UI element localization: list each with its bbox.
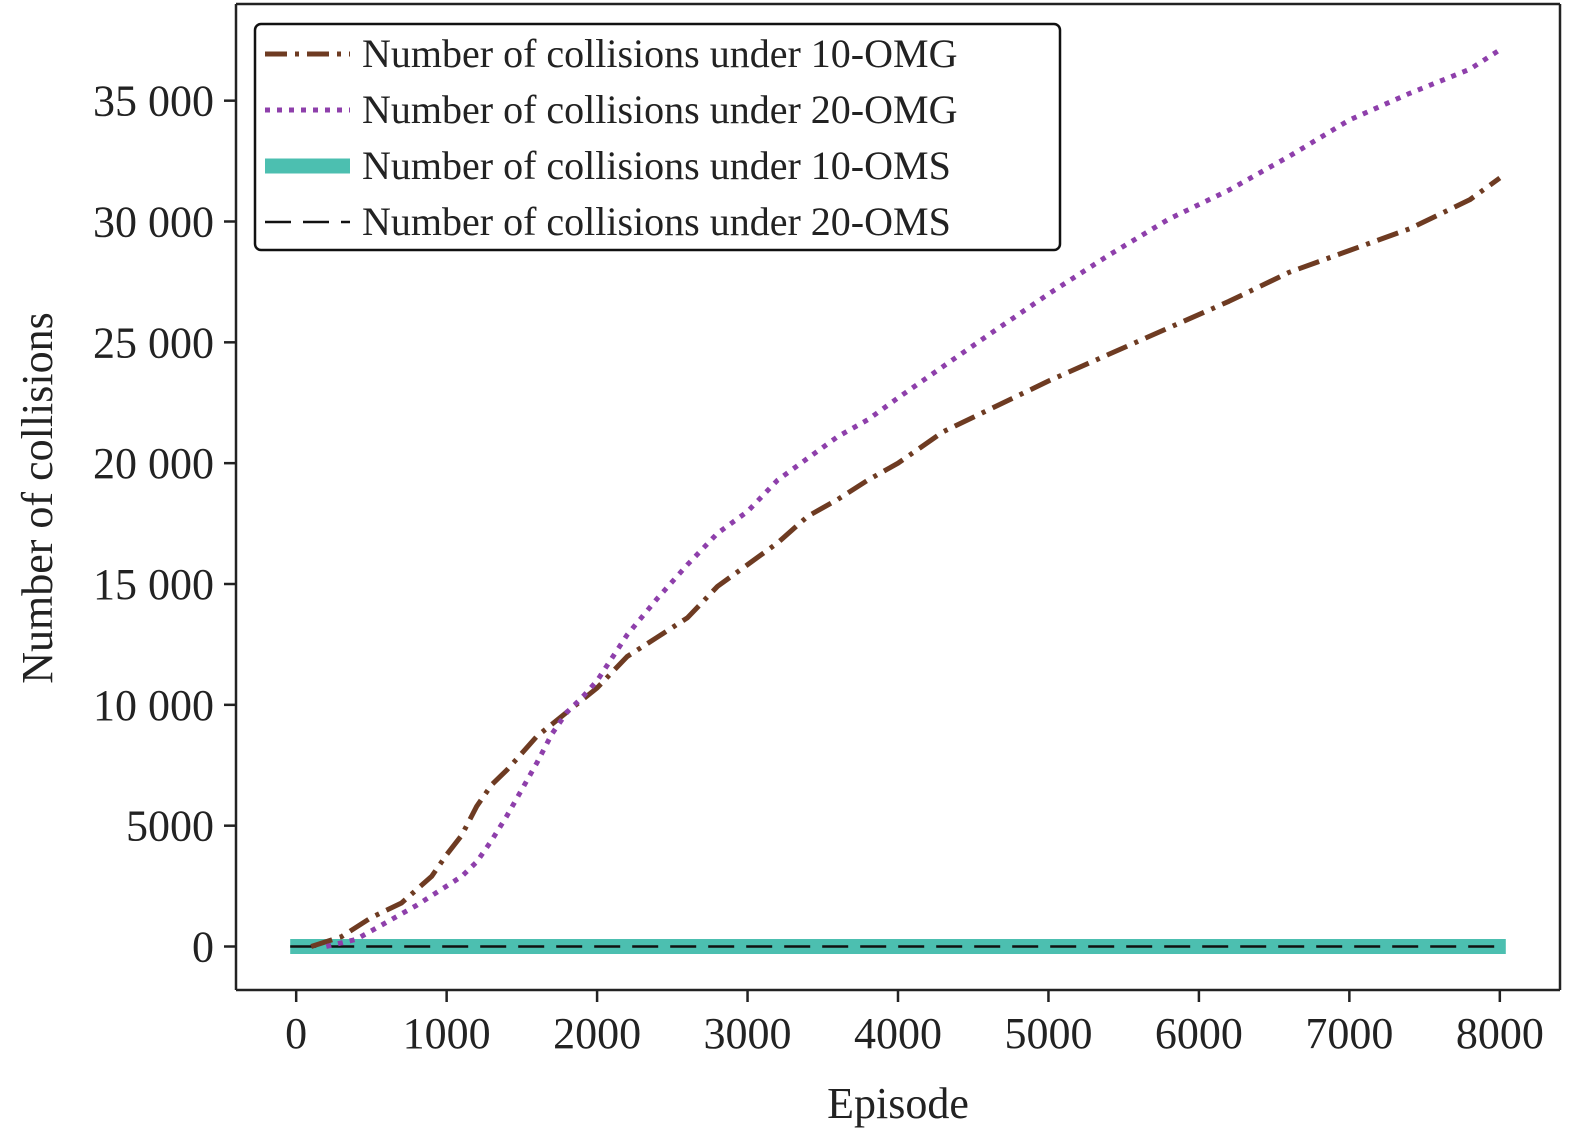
legend-box — [253, 22, 1062, 252]
series-line-0 — [310, 175, 1502, 949]
y-tick-label: 30 000 — [93, 198, 214, 247]
y-tick-label: 25 000 — [93, 318, 214, 367]
y-axis-label: Number of collisions — [13, 312, 62, 684]
y-tick-label: 5000 — [126, 802, 214, 851]
x-tick-label: 0 — [285, 1009, 307, 1058]
x-tick-label: 6000 — [1155, 1009, 1243, 1058]
y-tick-label: 10 000 — [93, 681, 214, 730]
legend-label-0: Number of collisions under 10-OMG — [362, 31, 957, 76]
x-tick-label: 2000 — [553, 1009, 641, 1058]
legend: Number of collisions under 10-OMG Number … — [253, 22, 1062, 252]
x-tick-label: 3000 — [704, 1009, 792, 1058]
legend-label-1: Number of collisions under 20-OMG — [362, 87, 957, 132]
legend-label-3: Number of collisions under 20-OMS — [362, 199, 951, 244]
y-tick-label: 35 000 — [93, 77, 214, 126]
legend-label-2: Number of collisions under 10-OMS — [362, 143, 951, 188]
x-tick-label: 5000 — [1004, 1009, 1092, 1058]
y-tick-label: 15 000 — [93, 560, 214, 609]
x-tick-label: 7000 — [1305, 1009, 1393, 1058]
x-axis-label: Episode — [827, 1079, 969, 1128]
x-tick-label: 8000 — [1456, 1009, 1544, 1058]
series-layer — [290, 47, 1506, 954]
axes: 0 1000 2000 3000 4000 5000 6000 7000 8000 0 5000 10… — [93, 2, 1562, 1058]
series-line-1 — [325, 47, 1502, 949]
y-tick-label: 20 000 — [93, 439, 214, 488]
x-tick-label: 1000 — [403, 1009, 491, 1058]
y-tick-label: 0 — [192, 923, 214, 972]
x-tick-label: 4000 — [854, 1009, 942, 1058]
